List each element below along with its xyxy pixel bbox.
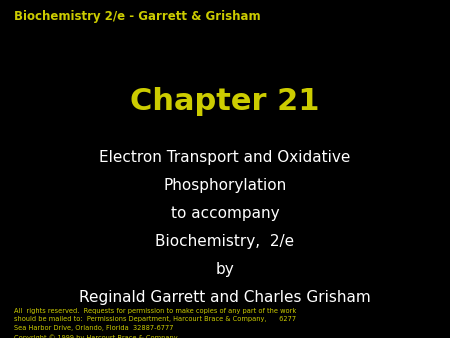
Text: Electron Transport and Oxidative: Electron Transport and Oxidative: [99, 150, 351, 165]
Text: Chapter 21: Chapter 21: [130, 87, 320, 116]
Text: Copyright © 1999 by Harcourt Brace & Company: Copyright © 1999 by Harcourt Brace & Com…: [14, 334, 177, 338]
Text: by: by: [216, 262, 234, 277]
Text: Sea Harbor Drive, Orlando, Florida  32887-6777: Sea Harbor Drive, Orlando, Florida 32887…: [14, 325, 173, 331]
Text: should be mailed to:  Permissions Department, Harcourt Brace & Company,      627: should be mailed to: Permissions Departm…: [14, 316, 296, 322]
Text: Reginald Garrett and Charles Grisham: Reginald Garrett and Charles Grisham: [79, 290, 371, 305]
Text: All  rights reserved.  Requests for permission to make copies of any part of the: All rights reserved. Requests for permis…: [14, 308, 296, 314]
Text: Biochemistry 2/e - Garrett & Grisham: Biochemistry 2/e - Garrett & Grisham: [14, 10, 260, 23]
Text: to accompany: to accompany: [171, 206, 279, 221]
Text: Biochemistry,  2/e: Biochemistry, 2/e: [155, 234, 295, 249]
Text: Phosphorylation: Phosphorylation: [163, 178, 287, 193]
